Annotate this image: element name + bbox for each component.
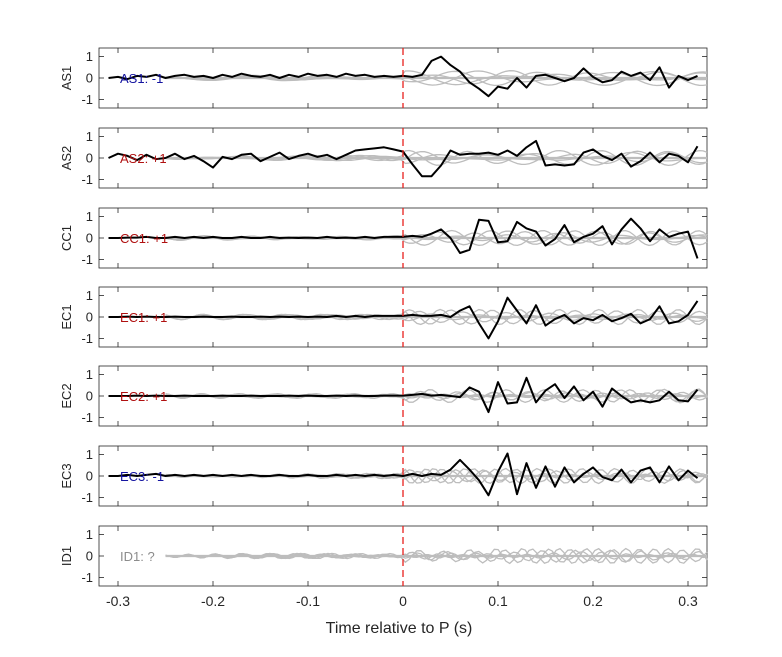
y-tick-label: -1 — [81, 490, 93, 505]
x-tick-label: 0 — [399, 593, 407, 609]
x-tick-label: -0.2 — [201, 593, 225, 609]
y-tick-label: 1 — [86, 209, 93, 224]
x-tick-label: -0.3 — [106, 593, 130, 609]
panel-id1: 1 0 -1 ID1 ID1: ? — [59, 525, 708, 587]
y-tick-label: 0 — [86, 549, 93, 564]
y-tick-label: -1 — [81, 92, 93, 107]
panel-as1: 1 0 -1 AS1 AS1: -1 — [59, 47, 708, 109]
panel-cc1: 1 0 -1 CC1 CC1: +1 — [59, 207, 708, 269]
panels-group: 1 0 -1 AS1 AS1: -1 1 0 -1 AS2 AS2: +1 1 0 -1 CC1 CC1: … — [59, 47, 708, 587]
y-axis-label: EC2 — [59, 383, 74, 408]
y-axis-label: ID1 — [59, 546, 74, 566]
panel-annotation: AS2: +1 — [120, 151, 167, 166]
background-trace — [165, 308, 708, 326]
y-axis-label: EC3 — [59, 463, 74, 488]
y-tick-label: -1 — [81, 252, 93, 267]
waveform-trace — [108, 452, 699, 497]
y-tick-label: -1 — [81, 172, 93, 187]
x-tick-label: -0.1 — [296, 593, 320, 609]
y-axis-label: AS2 — [59, 146, 74, 171]
panel-annotation: EC1: +1 — [120, 310, 167, 325]
panel-annotation: ID1: ? — [120, 549, 155, 564]
y-tick-label: 1 — [86, 129, 93, 144]
y-tick-label: 0 — [86, 71, 93, 86]
y-tick-label: 0 — [86, 389, 93, 404]
panel-ec1: 1 0 -1 EC1 EC1: +1 — [59, 286, 708, 348]
y-tick-label: 1 — [86, 367, 93, 382]
x-tick-labels: -0.3 -0.2 -0.1 0 0.1 0.2 0.3 — [106, 593, 698, 609]
y-tick-label: 1 — [86, 527, 93, 542]
x-tick-label: 0.1 — [488, 593, 508, 609]
x-axis-label: Time relative to P (s) — [326, 620, 473, 637]
y-tick-label: 1 — [86, 447, 93, 462]
y-tick-label: -1 — [81, 410, 93, 425]
y-tick-label: 0 — [86, 231, 93, 246]
panel-annotation: EC3: -1 — [120, 469, 164, 484]
y-tick-label: 1 — [86, 49, 93, 64]
y-axis-label: AS1 — [59, 66, 74, 91]
panel-annotation: EC2: +1 — [120, 389, 167, 404]
y-tick-label: 0 — [86, 151, 93, 166]
y-axis-label: CC1 — [59, 225, 74, 251]
waveform-trace — [108, 376, 699, 414]
y-tick-label: 0 — [86, 310, 93, 325]
y-tick-label: 0 — [86, 469, 93, 484]
y-axis-label: EC1 — [59, 304, 74, 329]
panel-ec3: 1 0 -1 EC3 EC3: -1 — [59, 445, 708, 507]
y-tick-label: 1 — [86, 288, 93, 303]
x-tick-label: 0.3 — [678, 593, 698, 609]
y-tick-label: -1 — [81, 331, 93, 346]
background-trace — [165, 230, 708, 246]
panel-annotation: CC1: +1 — [120, 231, 168, 246]
panel-as2: 1 0 -1 AS2 AS2: +1 — [59, 127, 708, 189]
y-tick-label: -1 — [81, 570, 93, 585]
x-tick-label: 0.2 — [583, 593, 603, 609]
panel-annotation: AS1: -1 — [120, 71, 163, 86]
panel-ec2: 1 0 -1 EC2 EC2: +1 — [59, 365, 708, 427]
